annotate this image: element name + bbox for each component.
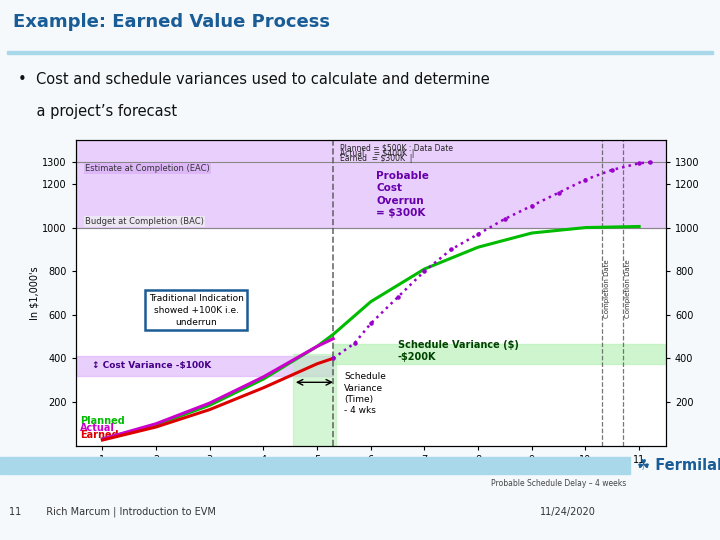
Text: a project’s forecast: a project’s forecast xyxy=(18,104,177,119)
Text: ☘ Fermilab: ☘ Fermilab xyxy=(637,458,720,474)
Text: Earned  = $300K  |: Earned = $300K | xyxy=(340,154,412,163)
Text: Planned: Planned xyxy=(80,416,125,426)
Text: •  Cost and schedule variances used to calculate and determine: • Cost and schedule variances used to ca… xyxy=(18,72,490,87)
Text: Planned = $500K : Data Date: Planned = $500K : Data Date xyxy=(340,144,453,153)
Text: Schedule Variance ($)
-$200K: Schedule Variance ($) -$200K xyxy=(397,340,518,362)
Text: Actual: Actual xyxy=(80,423,114,433)
Text: Completion Date: Completion Date xyxy=(625,259,631,318)
Bar xyxy=(293,354,336,446)
Text: Estimate at Completion (EAC): Estimate at Completion (EAC) xyxy=(85,164,210,173)
Text: ↕ Cost Variance -$100K: ↕ Cost Variance -$100K xyxy=(91,361,211,370)
Text: Example: Earned Value Process: Example: Earned Value Process xyxy=(13,12,330,31)
Text: 11        Rich Marcum | Introduction to EVM: 11 Rich Marcum | Introduction to EVM xyxy=(9,507,215,517)
Text: Probable
Cost
Overrun
= $300K: Probable Cost Overrun = $300K xyxy=(376,171,429,218)
Text: Earned: Earned xyxy=(80,430,119,440)
Text: Traditional Indication
showed +100K i.e.
underrun: Traditional Indication showed +100K i.e.… xyxy=(149,294,244,327)
Text: Budget at Completion (BAC): Budget at Completion (BAC) xyxy=(85,217,204,226)
Y-axis label: In $1,000's: In $1,000's xyxy=(30,266,39,320)
Text: 11/24/2020: 11/24/2020 xyxy=(540,507,596,517)
Text: Probable Schedule Delay – 4 weeks: Probable Schedule Delay – 4 weeks xyxy=(491,480,626,488)
X-axis label: Months: Months xyxy=(351,467,391,477)
Text: Completion Date: Completion Date xyxy=(604,259,610,318)
Bar xyxy=(0,457,630,474)
Text: Schedule
Variance
(Time)
- 4 wks: Schedule Variance (Time) - 4 wks xyxy=(344,373,386,415)
Bar xyxy=(333,344,666,364)
Bar xyxy=(7,51,713,55)
Bar xyxy=(76,356,333,376)
Text: Actual    = $400K  |: Actual = $400K | xyxy=(340,149,414,158)
Bar xyxy=(76,140,666,227)
